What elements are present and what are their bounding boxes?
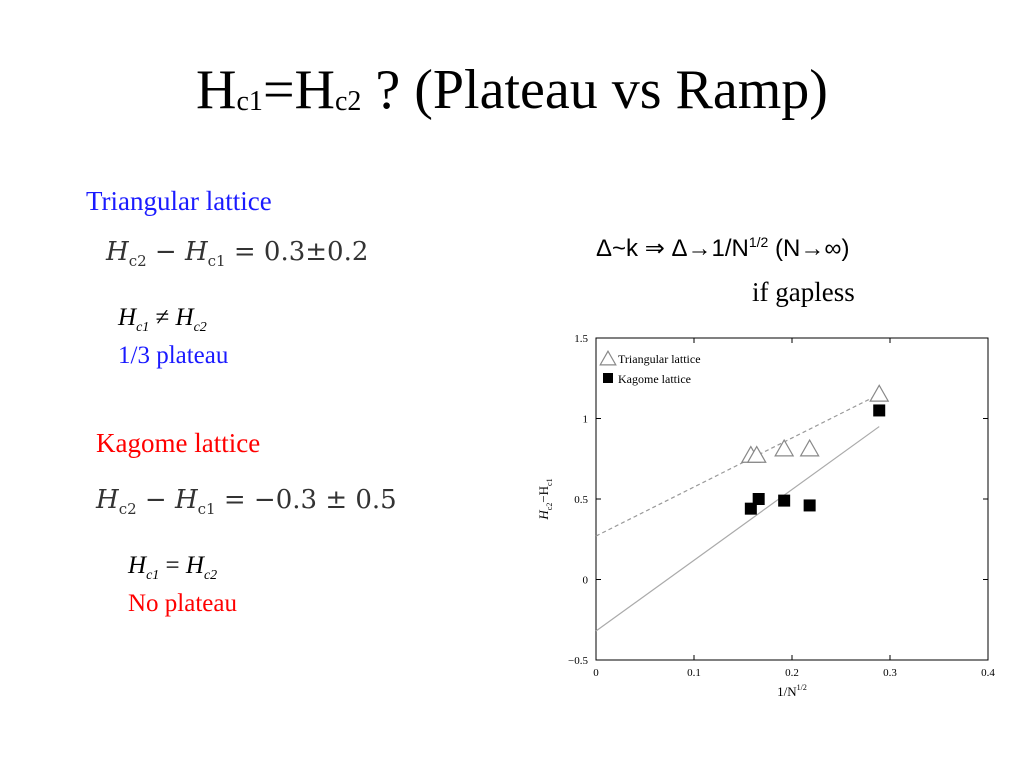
legend-triangular-marker	[599, 349, 617, 366]
triangular-relation: Hc1 ≠ Hc2	[118, 304, 207, 335]
y-axis-label: Hc2−Hc1	[536, 478, 554, 520]
x-tick-label: 0.4	[981, 667, 995, 679]
hc-difference-chart: 0 0.1 0.2 0.3 0.4 −0.5 0 0.5 1 1.5 1/N1/2 Hc2−Hc1 Tr…	[536, 333, 995, 699]
kagome-lattice-heading: Kagome lattice	[96, 428, 261, 458]
x-axis-label: 1/N1/2	[777, 683, 807, 699]
kagome-data-point	[778, 494, 791, 507]
fit-line-kagome	[595, 426, 880, 632]
y-tick-label: 1.5	[574, 333, 588, 345]
triangular-data-point	[799, 438, 820, 457]
y-tick-label: 1	[583, 414, 589, 426]
kagome-no-plateau-note: No plateau	[128, 590, 237, 617]
kagome-formula: Hc2 − Hc1 = −0.3 ± 0.5	[96, 485, 397, 519]
slide-title: Hc1=Hc2 ? (Plateau vs Ramp)	[196, 59, 828, 121]
if-gapless-note: if gapless	[752, 277, 855, 307]
x-tick-label: 0	[593, 667, 599, 679]
triangular-data-point	[869, 384, 890, 402]
legend-triangular-label: Triangular lattice	[618, 352, 701, 366]
x-tick-label: 0.1	[687, 667, 701, 679]
triangular-data-point	[746, 445, 767, 463]
x-tick-label: 0.2	[785, 667, 799, 679]
kagome-data-point	[752, 493, 765, 505]
triangular-plateau-note: 1/3 plateau	[118, 342, 229, 369]
legend-kagome-marker	[603, 373, 613, 383]
plot-frame	[595, 337, 989, 661]
y-tick-label: 0.5	[574, 494, 588, 506]
x-tick-label: 0.3	[883, 667, 897, 679]
triangular-formula: Hc2 − Hc1 = 0.3±0.2	[106, 237, 369, 271]
gap-scaling-line: Δ~k ⇒ Δ→1/N1/2 (N→∞)	[596, 234, 850, 262]
triangular-data-point	[774, 438, 795, 457]
y-tick-label: 0	[583, 575, 589, 587]
kagome-data-point	[873, 404, 886, 417]
fit-line-triangular	[595, 393, 880, 537]
legend-kagome-label: Kagome lattice	[618, 372, 691, 386]
y-tick-label: −0.5	[568, 655, 588, 667]
kagome-relation: Hc1 = Hc2	[128, 552, 218, 583]
kagome-data-point	[744, 502, 757, 515]
triangular-lattice-heading: Triangular lattice	[86, 186, 272, 216]
kagome-data-point	[803, 499, 816, 512]
